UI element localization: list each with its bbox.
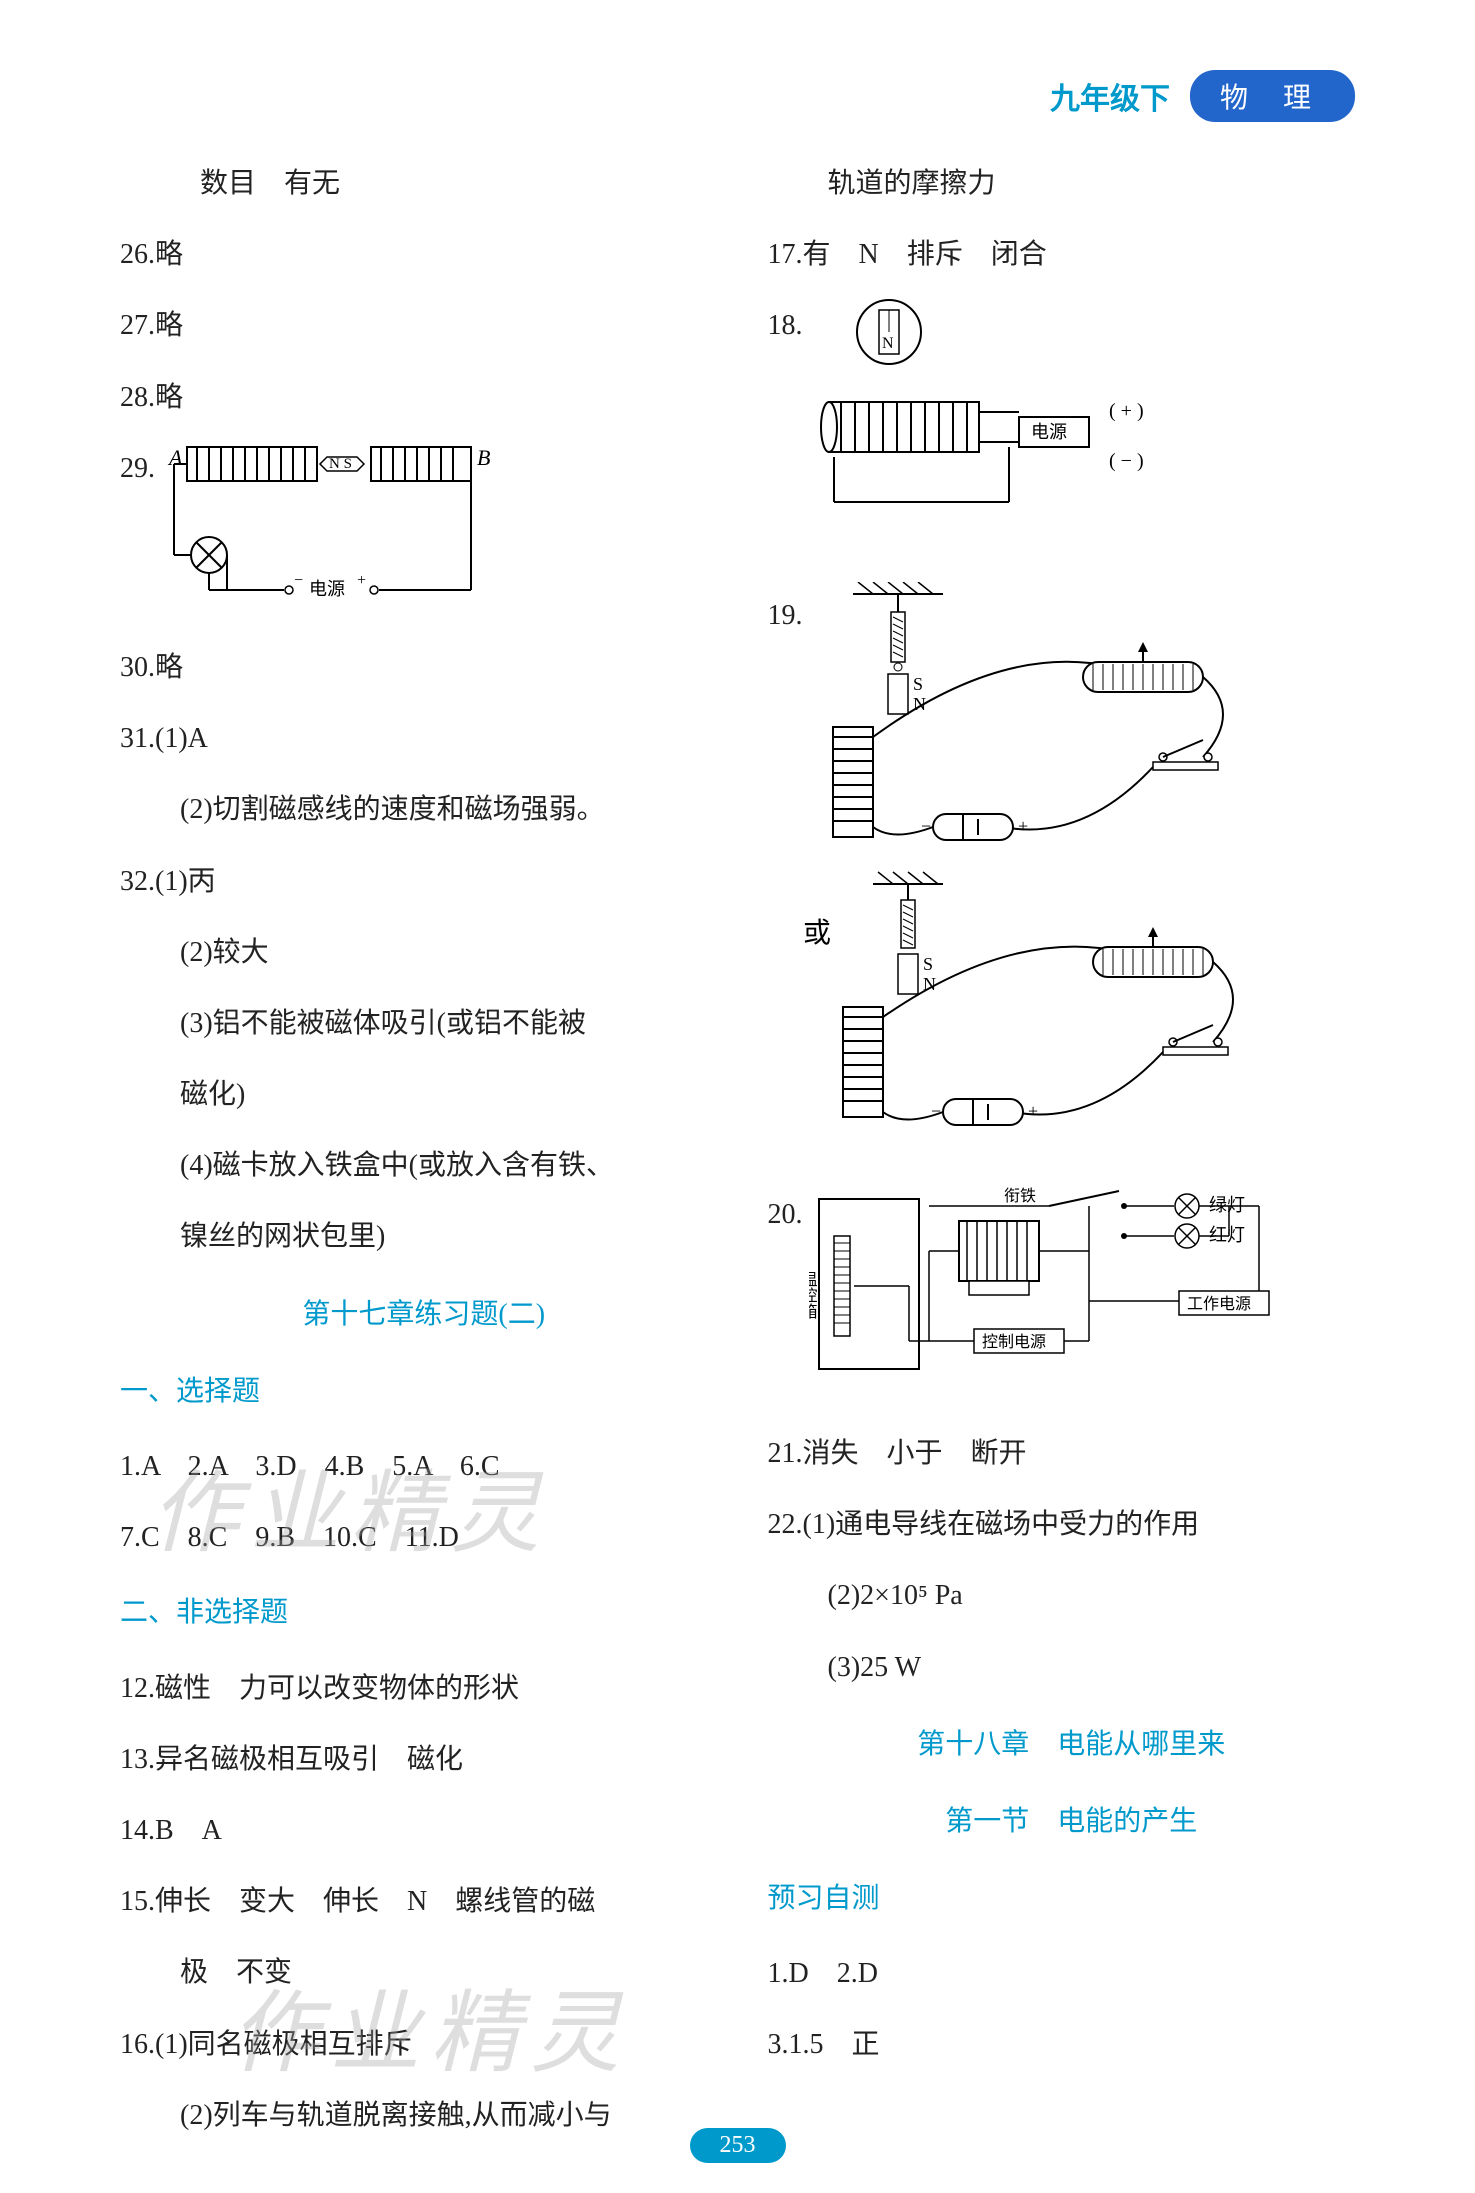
q18-prefix: 18. — [768, 292, 803, 359]
mc-row2: 7.C 8.C 9.B 10.C 11.D — [120, 1504, 728, 1571]
svg-text:+: + — [1018, 816, 1028, 836]
or-label: 或 — [803, 917, 831, 949]
pt1: 1.D 2.D — [768, 1940, 1376, 2007]
svg-text:−: − — [294, 572, 303, 589]
q19-diagram: S N — [803, 582, 1263, 1177]
q27: 27.略 — [120, 292, 728, 359]
q20-prefix: 20. — [768, 1181, 803, 1248]
svg-text:( − ): ( − ) — [1109, 450, 1144, 472]
svg-text:N: N — [882, 335, 894, 352]
svg-text:衔铁: 衔铁 — [1004, 1187, 1036, 1205]
q29-row: 29. A N S — [120, 435, 728, 630]
svg-text:温控箱: 温控箱 — [809, 1271, 818, 1319]
pt2: 3.1.5 正 — [768, 2011, 1376, 2078]
q20-row: 20. 温控箱 衔铁 — [768, 1181, 1376, 1416]
grade-label: 九年级下 — [1050, 74, 1170, 118]
cont-text: 轨道的摩擦力 — [768, 150, 1376, 217]
svg-text:红灯: 红灯 — [1209, 1225, 1245, 1245]
svg-text:S: S — [913, 674, 923, 694]
sec1-title: 一、选择题 — [120, 1358, 728, 1425]
q26: 26.略 — [120, 221, 728, 288]
q22-2: (2)2×10⁵ Pa — [768, 1562, 1376, 1629]
q18-row: 18. N — [768, 292, 1376, 577]
ch17-title: 第十七章练习题(二) — [120, 1281, 728, 1348]
q30: 30.略 — [120, 634, 728, 701]
page-header: 九年级下 物 理 — [1050, 70, 1355, 122]
q32-4b: 镍丝的网状包里) — [120, 1203, 728, 1270]
left-column: 数目 有无 26.略 27.略 28.略 29. A — [120, 150, 728, 2153]
q18-diagram: N 电源 ( + ) ( — [809, 292, 1189, 577]
q32-3a: (3)铝不能被磁体吸引(或铝不能被 — [120, 990, 728, 1057]
svg-text:+: + — [1028, 1101, 1038, 1121]
svg-text:( + ): ( + ) — [1109, 400, 1144, 422]
q32-3b: 磁化) — [120, 1061, 728, 1128]
intro-text: 数目 有无 — [120, 150, 728, 217]
ch18-title: 第十八章 电能从哪里来 — [768, 1711, 1376, 1778]
q19-row: 19. S N — [768, 582, 1376, 1177]
page-number: 253 — [690, 2128, 786, 2163]
svg-text:绿灯: 绿灯 — [1209, 1195, 1245, 1215]
svg-text:控制电源: 控制电源 — [982, 1333, 1046, 1351]
svg-text:+: + — [357, 572, 366, 589]
q29-diagram: A N S — [159, 435, 499, 630]
q16-2: (2)列车与轨道脱离接触,从而减小与 — [120, 2082, 728, 2149]
q17: 17.有 N 排斥 闭合 — [768, 221, 1376, 288]
q19-prefix: 19. — [768, 582, 803, 649]
svg-text:−: − — [931, 1101, 941, 1121]
subject-badge: 物 理 — [1190, 70, 1355, 122]
sec2-title: 二、非选择题 — [120, 1579, 728, 1646]
q32-2: (2)较大 — [120, 919, 728, 986]
q32-4a: (4)磁卡放入铁盒中(或放入含有铁、 — [120, 1132, 728, 1199]
q16-1: 16.(1)同名磁极相互排斥 — [120, 2011, 728, 2078]
svg-text:S: S — [923, 954, 933, 974]
svg-text:工作电源: 工作电源 — [1187, 1295, 1251, 1313]
pretest-title: 预习自测 — [768, 1865, 1376, 1932]
q21: 21.消失 小于 断开 — [768, 1420, 1376, 1487]
svg-text:电源: 电源 — [1031, 422, 1067, 442]
q22-1: 22.(1)通电导线在磁场中受力的作用 — [768, 1491, 1376, 1558]
q20-diagram: 温控箱 衔铁 绿灯 — [809, 1181, 1289, 1416]
q15b: 极 不变 — [120, 1939, 728, 2006]
q28: 28.略 — [120, 364, 728, 431]
q31-2: (2)切割磁感线的速度和磁场强弱。 — [120, 776, 728, 843]
q14: 14.B A — [120, 1797, 728, 1864]
q32-1: 32.(1)丙 — [120, 848, 728, 915]
q31-1: 31.(1)A — [120, 705, 728, 772]
ch18-s1: 第一节 电能的产生 — [768, 1788, 1376, 1855]
svg-text:B: B — [477, 445, 490, 470]
q15a: 15.伸长 变大 伸长 N 螺线管的磁 — [120, 1868, 728, 1935]
q29-prefix: 29. — [120, 435, 155, 502]
q22-3: (3)25 W — [768, 1634, 1376, 1701]
right-column: 轨道的摩擦力 17.有 N 排斥 闭合 18. N — [768, 150, 1376, 2153]
svg-text:电源: 电源 — [309, 579, 345, 599]
mc-row1: 1.A 2.A 3.D 4.B 5.A 6.C — [120, 1433, 728, 1500]
q12: 12.磁性 力可以改变物体的形状 — [120, 1655, 728, 1722]
svg-text:N S: N S — [329, 456, 352, 472]
svg-text:−: − — [921, 816, 931, 836]
q13: 13.异名磁极相互吸引 磁化 — [120, 1726, 728, 1793]
